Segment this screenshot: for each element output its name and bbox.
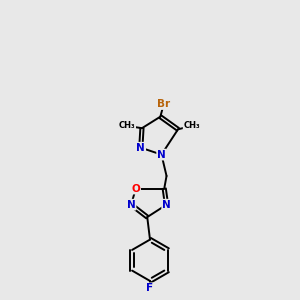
Text: F: F [146, 283, 154, 293]
Text: N: N [136, 143, 145, 153]
Text: CH₃: CH₃ [119, 122, 135, 130]
Text: O: O [131, 184, 140, 194]
Text: Br: Br [157, 99, 170, 109]
Text: N: N [162, 200, 171, 210]
Text: N: N [127, 200, 136, 210]
Text: CH₃: CH₃ [184, 122, 200, 130]
Text: N: N [157, 150, 166, 160]
